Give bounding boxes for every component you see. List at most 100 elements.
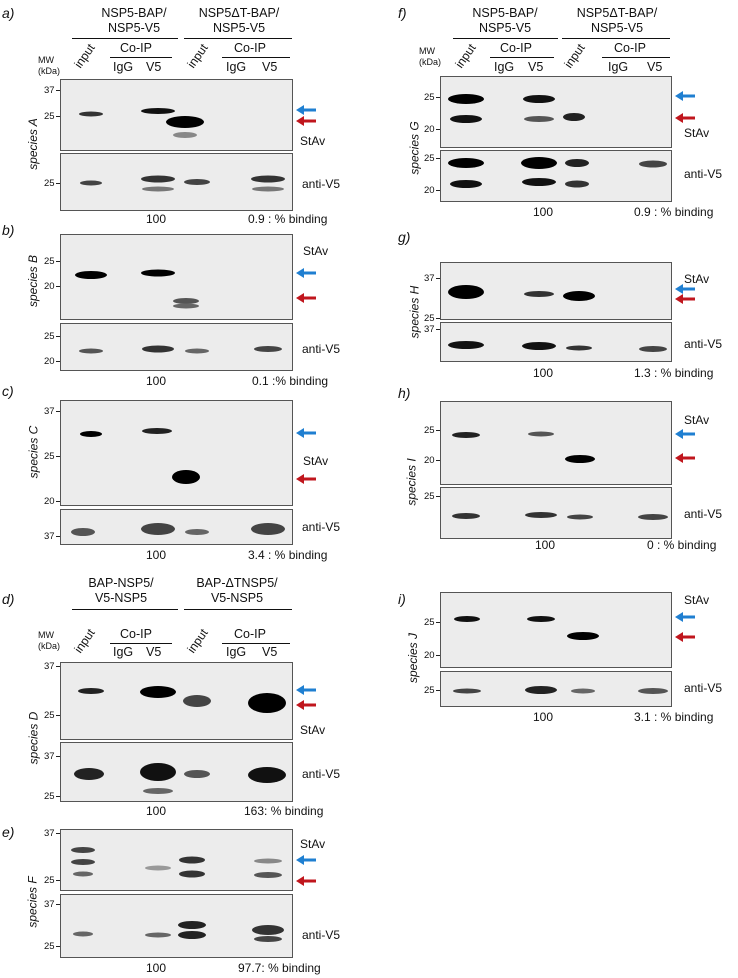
lane-input: input [452,41,479,71]
lane-v5: V5 [146,645,162,659]
mw-tick: 20 [44,281,55,292]
blot-bands [80,175,285,192]
lane-v5: V5 [262,645,278,659]
lane-input: input [71,41,98,71]
lane-input: input [184,626,211,656]
binding-ref: 100 [146,961,167,975]
blot-bands [71,847,282,878]
coip-underline [110,57,172,58]
header-line: NSP5-V5 [107,21,161,35]
mw-tick: 20 [424,455,435,466]
blot-j-antiv5 [440,671,672,707]
species-label: species C [26,425,41,479]
group1-header: NSP5-BAP/ NSP5-V5 [452,6,558,36]
blot-bands [448,285,595,301]
blot-bands [78,686,286,713]
blot-bands [453,686,668,694]
blue-arrow-icon [675,612,695,622]
panel-label-g: g) [398,229,411,245]
coip-underline [602,57,670,58]
blot-d-stav [60,662,293,740]
coip-label: Co-IP [120,41,152,55]
panel-label-i: i) [398,591,406,607]
blot-bands [448,157,667,188]
group2-header: BAP-ΔTNSP5/ V5-NSP5 [180,576,294,606]
antiv5-label: anti-V5 [684,337,723,351]
blot-g-stav [440,76,672,148]
mw-tick: 37 [44,406,55,417]
binding-ref: 100 [146,548,167,562]
mw-line: (kDa) [38,66,60,76]
mw-tick: 25 [44,111,55,122]
tick-mark [436,190,440,191]
blot-b-antiv5 [60,323,293,371]
mw-tick: 25 [44,256,55,267]
tick-mark [436,318,440,319]
blot-j-stav [440,592,672,668]
blot-bands [80,428,200,484]
binding-ref: 100 [533,205,554,219]
tick-mark [436,690,440,691]
stav-label: StAv [300,134,326,148]
antiv5-label: anti-V5 [302,767,341,781]
mw-tick: 20 [44,496,55,507]
mw-label: MW (kDa) [419,46,441,68]
red-arrow-icon [296,293,316,303]
blue-arrow-icon [296,855,316,865]
header-line: NSP5-V5 [478,21,532,35]
coip-label: Co-IP [234,627,266,641]
blot-bands [452,431,595,463]
species-label: species B [26,254,41,308]
tick-mark [56,456,60,457]
group2-underline [184,609,292,610]
blot-e-antiv5 [60,894,293,958]
lane-igg: IgG [226,645,247,659]
lane-v5: V5 [647,60,663,74]
header-line: V5-NSP5 [210,591,264,605]
tick-mark [56,286,60,287]
panel-label-f: f) [398,5,407,21]
tick-mark [56,336,60,337]
lane-input: input [561,41,588,71]
blot-h-stav [440,262,672,320]
mw-tick: 37 [424,273,435,284]
coip-underline [110,643,172,644]
tick-mark [56,880,60,881]
binding-value: 0.9 : % binding [248,212,328,226]
header-line: NSP5-BAP/ [101,6,167,20]
blue-arrow-icon [296,428,316,438]
lane-input: input [184,41,211,71]
binding-ref: 100 [533,710,554,724]
antiv5-label: anti-V5 [684,681,723,695]
blot-i-antiv5 [440,487,672,539]
binding-value: 1.3 : % binding [634,366,714,380]
coip-label: Co-IP [614,41,646,55]
binding-ref: 100 [146,212,167,226]
species-label: species J [406,632,421,684]
blue-arrow-icon [296,685,316,695]
panel-label-c: c) [2,383,14,399]
panel-label-b: b) [2,222,15,238]
tick-mark [56,666,60,667]
panel-label-e: e) [2,824,15,840]
binding-ref: 100 [535,538,556,552]
stav-label: StAv [303,244,329,258]
tick-mark [56,715,60,716]
stav-label: StAv [684,413,710,427]
mw-tick: 25 [44,331,55,342]
red-arrow-icon [675,113,695,123]
tick-mark [56,183,60,184]
binding-value: 0 : % binding [647,538,717,552]
species-label: species H [407,285,422,339]
header-line: NSP5ΔT-BAP/ [576,6,658,20]
coip-underline [222,643,290,644]
mw-tick: 37 [424,324,435,335]
mw-tick: 25 [44,710,55,721]
lane-igg: IgG [226,60,247,74]
blot-a-stav [60,79,293,151]
mw-tick: 20 [424,185,435,196]
antiv5-label: anti-V5 [302,928,341,942]
lane-igg: IgG [494,60,515,74]
mw-tick: 37 [44,828,55,839]
header-line: NSP5ΔT-BAP/ [198,6,280,20]
